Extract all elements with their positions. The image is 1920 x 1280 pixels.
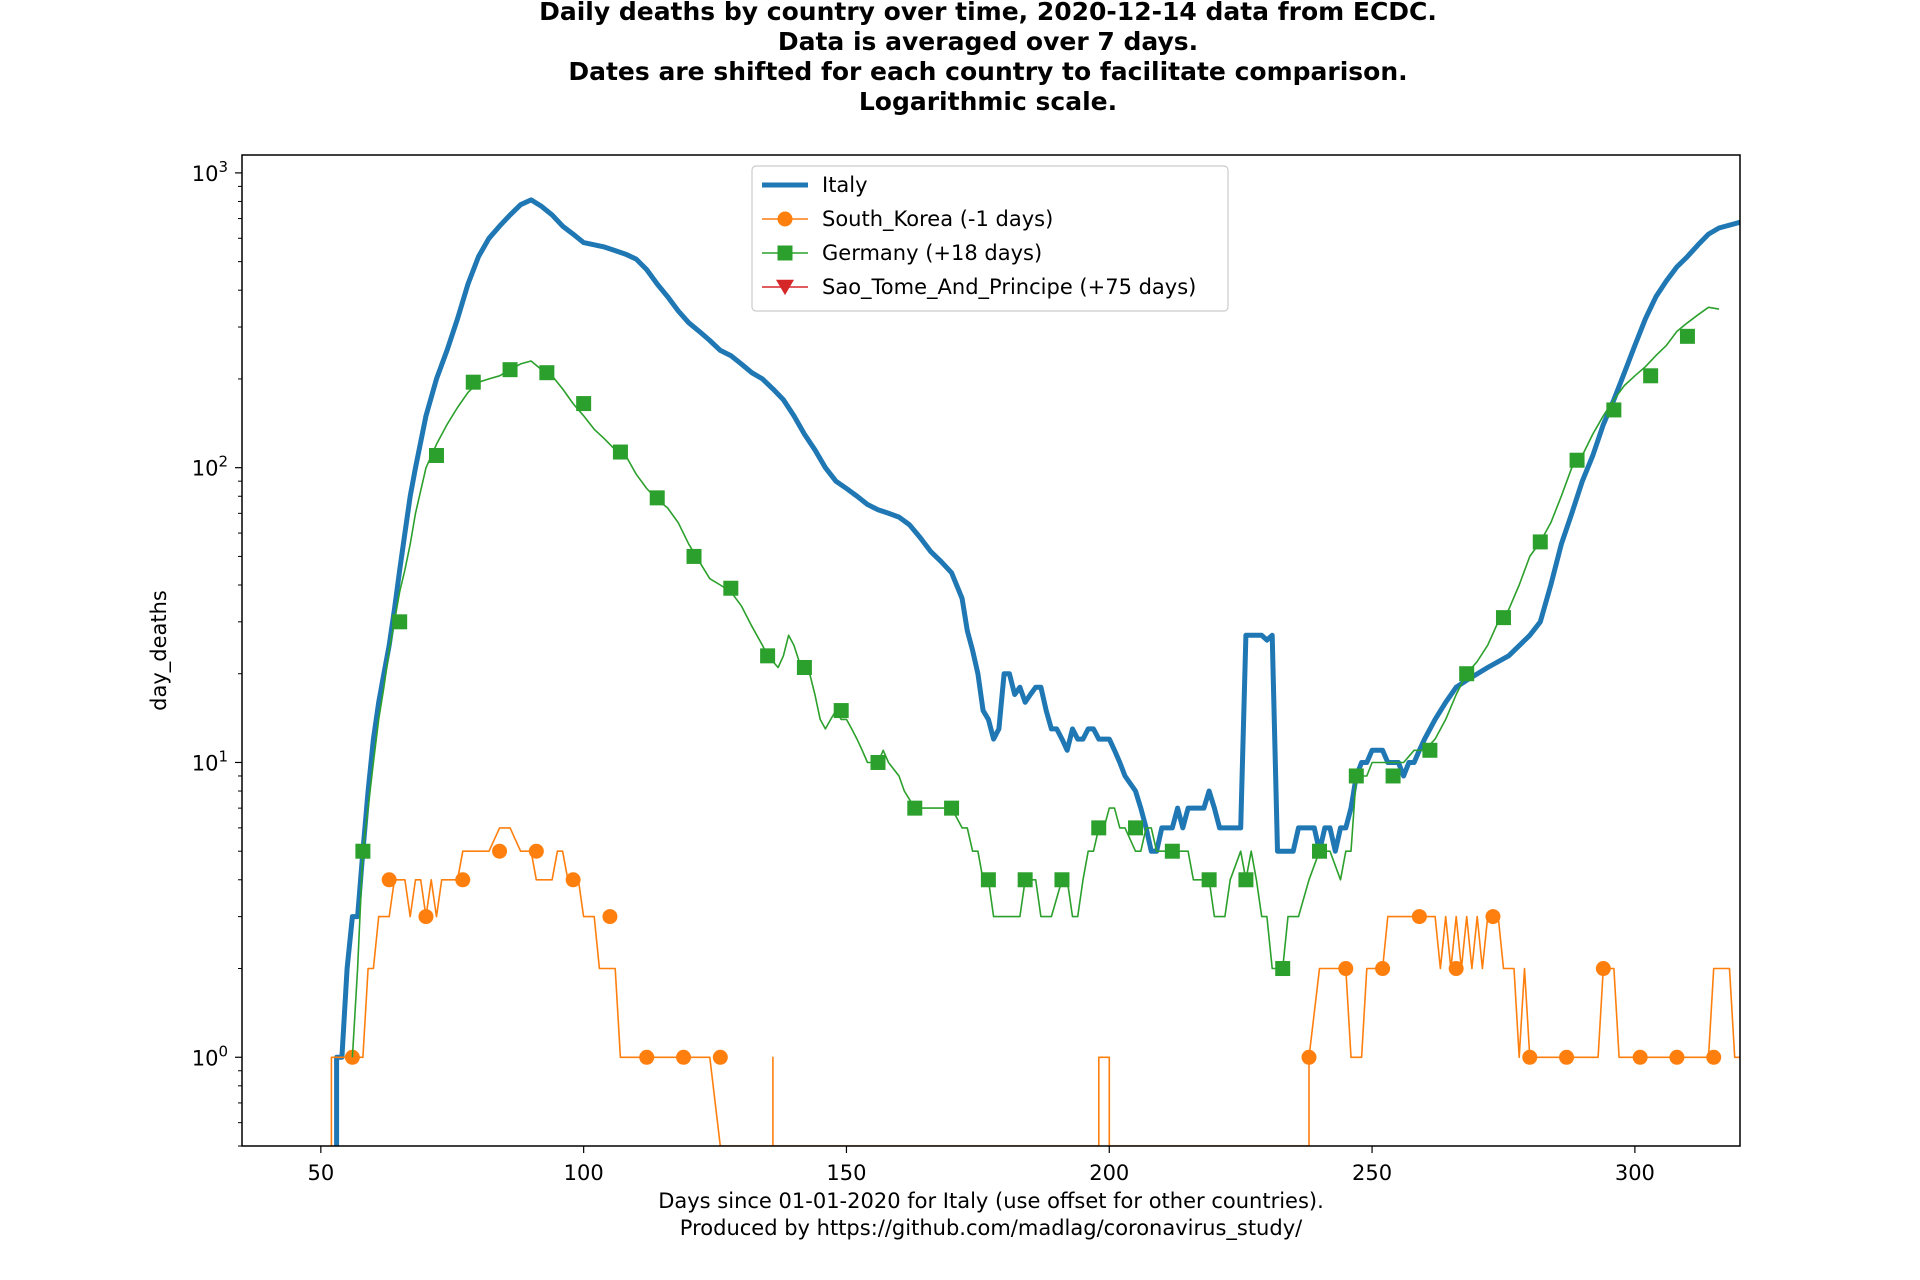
data-point: [1201, 872, 1217, 888]
y-tick-label: 101: [192, 747, 228, 775]
axes-frame: [241, 154, 1741, 1147]
data-point: [1238, 872, 1254, 888]
data-point: [1385, 768, 1401, 784]
data-point: [796, 659, 812, 675]
legend-label: Sao_Tome_And_Principe (+75 days): [822, 275, 1196, 300]
series-line: [351, 306, 1720, 1058]
legend-marker: [777, 211, 793, 227]
y-tick-label: 102: [192, 453, 228, 481]
series-0: [334, 197, 1740, 1146]
data-point: [1606, 402, 1622, 418]
data-point: [465, 374, 481, 390]
data-point: [492, 843, 508, 859]
data-point: [1448, 961, 1464, 977]
data-point: [1164, 843, 1180, 859]
data-point: [686, 548, 702, 564]
x-tick-label: 150: [826, 1161, 866, 1185]
data-point: [428, 447, 444, 463]
y-tick-label: 100: [192, 1042, 228, 1070]
data-point: [833, 703, 849, 719]
data-point: [944, 800, 960, 816]
series-layer: [330, 197, 1740, 1146]
legend-marker: [776, 279, 794, 296]
data-point: [1275, 961, 1291, 977]
data-point: [760, 648, 776, 664]
legend-label: Germany (+18 days): [822, 241, 1042, 265]
data-point: [1532, 534, 1548, 550]
data-point: [539, 365, 555, 381]
x-tick-label: 100: [564, 1161, 604, 1185]
data-point: [1348, 768, 1364, 784]
data-point: [455, 872, 471, 888]
x-tick-label: 300: [1615, 1161, 1655, 1185]
y-tick-label: 103: [192, 158, 228, 186]
data-point: [1375, 961, 1391, 977]
series-2: [351, 306, 1720, 1058]
x-tick-label: 50: [307, 1161, 334, 1185]
data-point: [907, 800, 923, 816]
data-point: [1054, 872, 1070, 888]
data-point: [381, 872, 397, 888]
data-point: [1595, 961, 1611, 977]
data-point: [502, 362, 518, 378]
data-point: [612, 444, 628, 460]
series-line: [334, 197, 1740, 1146]
data-point: [1312, 843, 1328, 859]
data-point: [576, 396, 592, 412]
series-line: [330, 827, 1740, 1146]
data-point: [639, 1049, 655, 1065]
x-label-line: Produced by https://github.com/madlag/co…: [680, 1216, 1303, 1241]
data-point: [870, 754, 886, 770]
chart-title: Daily deaths by country over time, 2020-…: [539, 0, 1437, 116]
x-tick-label: 200: [1089, 1161, 1129, 1185]
data-point: [1411, 909, 1427, 925]
data-point: [1422, 742, 1438, 758]
data-point: [980, 872, 996, 888]
legend-label: Italy: [822, 173, 868, 197]
data-point: [1017, 872, 1033, 888]
x-label-line: Days since 01-01-2020 for Italy (use off…: [658, 1189, 1324, 1213]
data-point: [1669, 1049, 1685, 1065]
legend-box: [751, 165, 1229, 312]
data-point: [1522, 1049, 1538, 1065]
data-point: [1495, 610, 1511, 626]
legend-marker: [777, 245, 793, 261]
data-point: [1485, 909, 1501, 925]
data-point: [602, 909, 618, 925]
data-point: [1569, 452, 1585, 468]
data-point: [649, 490, 665, 506]
y-axis-label: day_deaths: [147, 590, 172, 711]
data-point: [1632, 1049, 1648, 1065]
data-point: [1091, 820, 1107, 836]
title-line: Data is averaged over 7 days.: [778, 27, 1198, 56]
data-point: [392, 614, 408, 630]
data-point: [1459, 666, 1475, 682]
data-point: [1559, 1049, 1575, 1065]
series-1: [330, 827, 1740, 1146]
data-point: [355, 843, 371, 859]
data-point: [528, 843, 544, 859]
data-point: [1706, 1049, 1722, 1065]
title-line: Daily deaths by country over time, 2020-…: [539, 0, 1437, 26]
data-point: [1128, 820, 1144, 836]
data-point: [565, 872, 581, 888]
data-point: [1643, 368, 1659, 384]
x-axis: 50 100 150 200 250 300: [307, 1146, 1655, 1185]
data-point: [676, 1049, 692, 1065]
data-point: [712, 1049, 728, 1065]
data-point: [1301, 1049, 1317, 1065]
x-axis-label: Days since 01-01-2020 for Italy (use off…: [658, 1189, 1324, 1241]
legend: Italy South_Korea (-1 days) Germany (+18 d…: [751, 165, 1229, 312]
y-axis: 100 101 102 103: [192, 158, 242, 1147]
data-point: [1679, 328, 1695, 344]
legend-label: South_Korea (-1 days): [822, 207, 1053, 232]
x-tick-label: 250: [1352, 1161, 1392, 1185]
data-point: [723, 580, 739, 596]
title-line: Dates are shifted for each country to fa…: [568, 57, 1407, 86]
data-point: [418, 909, 434, 925]
data-point: [1338, 961, 1354, 977]
title-line: Logarithmic scale.: [859, 87, 1117, 116]
